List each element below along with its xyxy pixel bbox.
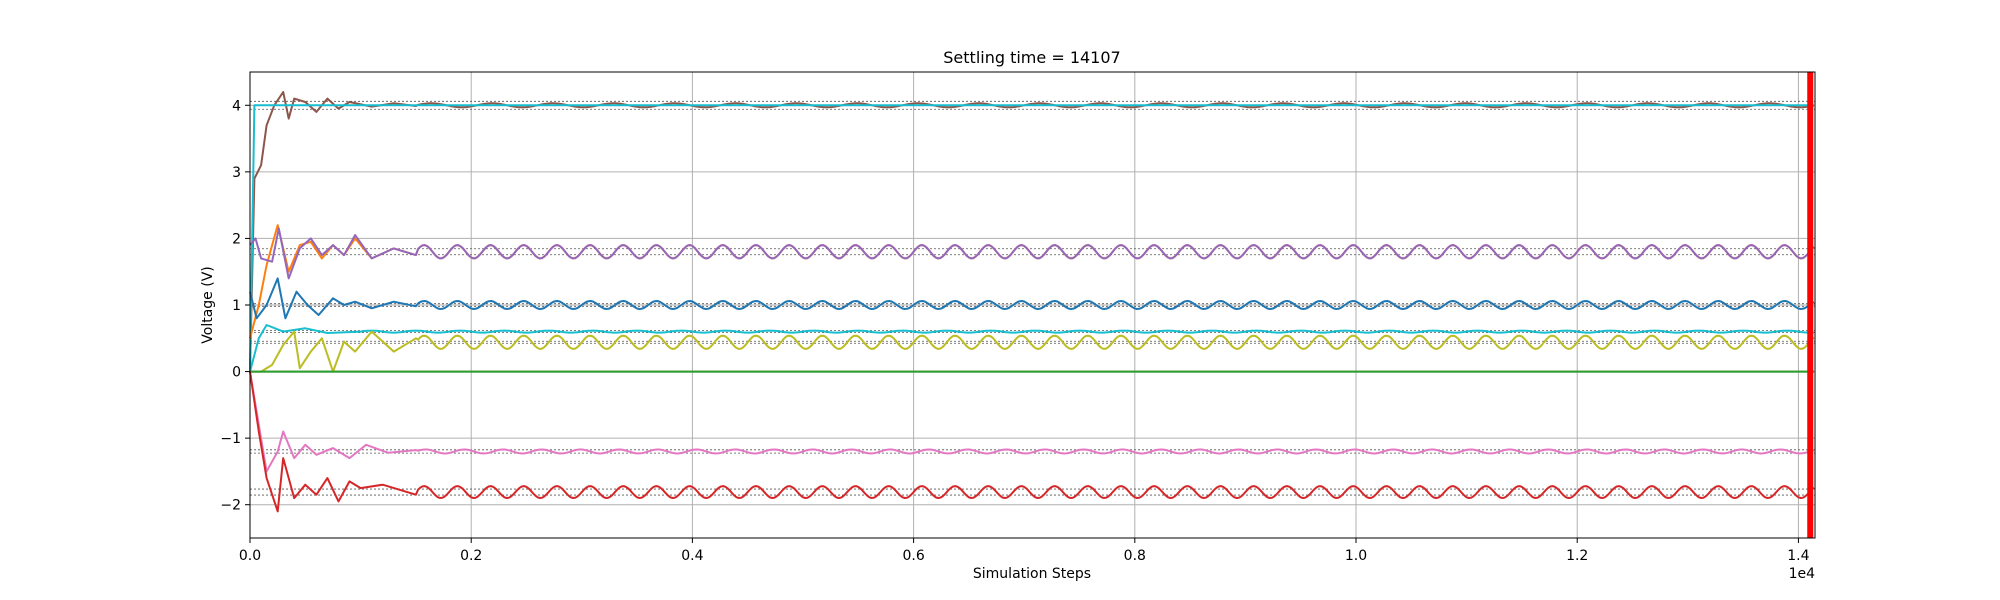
x-offset-text: 1e4 (1789, 566, 1816, 582)
y-tick-label: −1 (220, 431, 241, 447)
series-line (249, 371, 1815, 513)
x-tick-label: 1.2 (1566, 548, 1588, 564)
series-line (250, 330, 1815, 373)
chart-title: Settling time = 14107 (943, 48, 1120, 67)
x-axis-label: Simulation Steps (973, 566, 1091, 582)
y-tick-label: 0 (232, 365, 241, 381)
series-line (249, 371, 1815, 473)
series-line (249, 227, 1815, 280)
y-tick-label: 3 (232, 165, 241, 181)
series-line (249, 324, 1814, 372)
series-lines (249, 91, 1815, 513)
x-tick-label: 0.2 (460, 548, 482, 564)
x-tick-label: 0.4 (681, 548, 703, 564)
x-ticks: 0.0 0.2 0.4 0.6 0.8 1.0 1.2 1.4 (239, 538, 1810, 564)
y-axis-label: Voltage (V) (200, 266, 216, 343)
y-tick-label: 2 (232, 231, 241, 247)
x-tick-label: 1.0 (1345, 548, 1367, 564)
x-tick-label: 0.8 (1124, 548, 1146, 564)
x-tick-label: 0.6 (902, 548, 924, 564)
y-tick-label: −2 (220, 498, 241, 514)
x-tick-label: 1.4 (1787, 548, 1809, 564)
series-line (249, 277, 1815, 320)
x-tick-label: 0.0 (239, 548, 261, 564)
y-ticks: −2 −1 0 1 2 3 4 (220, 98, 250, 514)
y-tick-label: 4 (232, 98, 241, 114)
series-line (249, 104, 1814, 372)
y-tick-label: 1 (232, 298, 241, 314)
